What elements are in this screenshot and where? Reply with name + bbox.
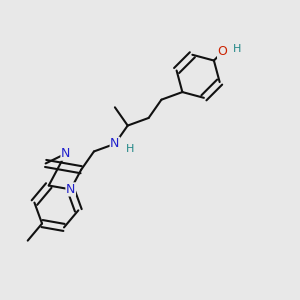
Text: N: N xyxy=(66,183,75,196)
Text: N: N xyxy=(61,147,70,160)
Text: O: O xyxy=(218,45,227,58)
Text: H: H xyxy=(232,44,241,54)
Text: H: H xyxy=(126,144,134,154)
Text: N: N xyxy=(110,137,120,150)
